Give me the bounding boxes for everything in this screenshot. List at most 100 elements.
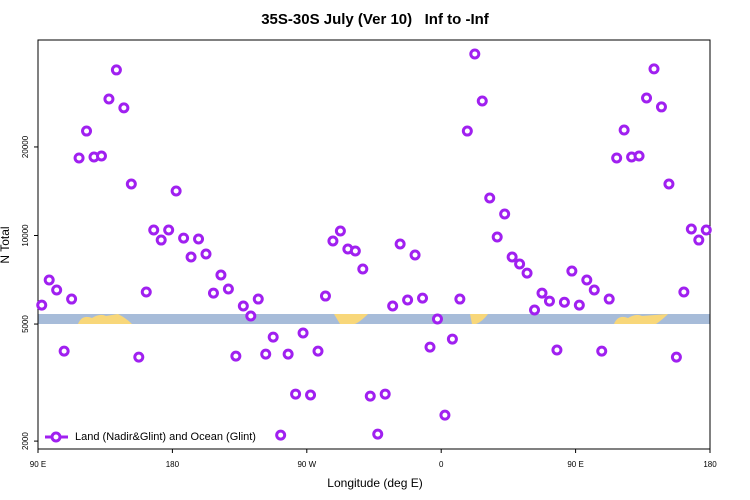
point xyxy=(327,235,339,247)
point xyxy=(543,295,555,307)
y-tick-label: 2000 xyxy=(21,432,30,450)
point xyxy=(596,345,608,357)
point xyxy=(476,95,488,107)
x-tick-label: 0 xyxy=(439,460,444,469)
point xyxy=(118,102,130,114)
point xyxy=(648,63,660,75)
point xyxy=(678,286,690,298)
point xyxy=(693,234,705,246)
point xyxy=(290,388,302,400)
y-tick-label: 5000 xyxy=(21,315,30,333)
point xyxy=(297,327,309,339)
point xyxy=(193,233,205,245)
point xyxy=(611,152,623,164)
point xyxy=(581,274,593,286)
point xyxy=(170,185,182,197)
point xyxy=(200,248,212,260)
x-tick-label: 180 xyxy=(703,460,717,469)
point xyxy=(491,231,503,243)
point xyxy=(402,294,414,306)
point xyxy=(178,232,190,244)
land xyxy=(614,314,668,324)
x-axis-label: Longitude (deg E) xyxy=(327,476,422,490)
point xyxy=(536,287,548,299)
point xyxy=(103,93,115,105)
x-tick-label: 90 W xyxy=(297,460,316,469)
y-axis-label: N Total xyxy=(0,226,12,263)
x-tick-label: 90 E xyxy=(30,460,46,469)
point xyxy=(207,287,219,299)
point xyxy=(312,345,324,357)
point xyxy=(521,267,533,279)
point xyxy=(245,310,257,322)
chart-title: 35S-30S July (Ver 10) Inf to -Inf xyxy=(261,11,490,28)
point xyxy=(566,265,578,277)
point xyxy=(663,178,675,190)
plot-frame xyxy=(37,39,711,450)
point xyxy=(417,292,429,304)
point xyxy=(66,293,78,305)
point xyxy=(461,125,473,137)
legend: Land (Nadir&Glint) and Ocean (Glint) xyxy=(45,431,256,443)
land-band xyxy=(38,314,710,324)
point xyxy=(237,300,249,312)
point xyxy=(230,350,242,362)
point xyxy=(588,284,600,296)
point xyxy=(140,286,152,298)
point xyxy=(558,296,570,308)
point xyxy=(305,389,317,401)
point xyxy=(641,92,653,104)
point xyxy=(319,290,331,302)
point xyxy=(484,192,496,204)
point xyxy=(446,333,458,345)
point xyxy=(551,344,563,356)
x-tick-label: 180 xyxy=(166,460,180,469)
point xyxy=(387,300,399,312)
legend-label: Land (Nadir&Glint) and Ocean (Glint) xyxy=(75,431,256,443)
point xyxy=(357,263,369,275)
y-tick-label: 20000 xyxy=(21,135,30,158)
point xyxy=(222,283,234,295)
point xyxy=(655,101,667,113)
point xyxy=(125,178,137,190)
point xyxy=(514,258,526,270)
point xyxy=(499,208,511,220)
point xyxy=(394,238,406,250)
point xyxy=(73,152,85,164)
point xyxy=(282,348,294,360)
point xyxy=(148,224,160,236)
point xyxy=(469,48,481,60)
point xyxy=(260,348,272,360)
point xyxy=(95,150,107,162)
x-tick-label: 90 E xyxy=(567,460,583,469)
point xyxy=(51,284,63,296)
point xyxy=(573,299,585,311)
point xyxy=(58,345,70,357)
point xyxy=(275,429,287,441)
band xyxy=(38,314,710,324)
point xyxy=(618,124,630,136)
point xyxy=(334,225,346,237)
point xyxy=(215,269,227,281)
point xyxy=(431,313,443,325)
point xyxy=(439,409,451,421)
legend-marker xyxy=(50,431,62,443)
land xyxy=(334,314,368,324)
point xyxy=(603,293,615,305)
point xyxy=(81,125,93,137)
point xyxy=(349,245,361,257)
point xyxy=(372,428,384,440)
point xyxy=(379,388,391,400)
point xyxy=(185,251,197,263)
point xyxy=(424,341,436,353)
land xyxy=(470,314,488,324)
point xyxy=(110,64,122,76)
point xyxy=(36,299,48,311)
point xyxy=(685,223,697,235)
point xyxy=(506,251,518,263)
point xyxy=(43,274,55,286)
point xyxy=(633,150,645,162)
point xyxy=(454,293,466,305)
